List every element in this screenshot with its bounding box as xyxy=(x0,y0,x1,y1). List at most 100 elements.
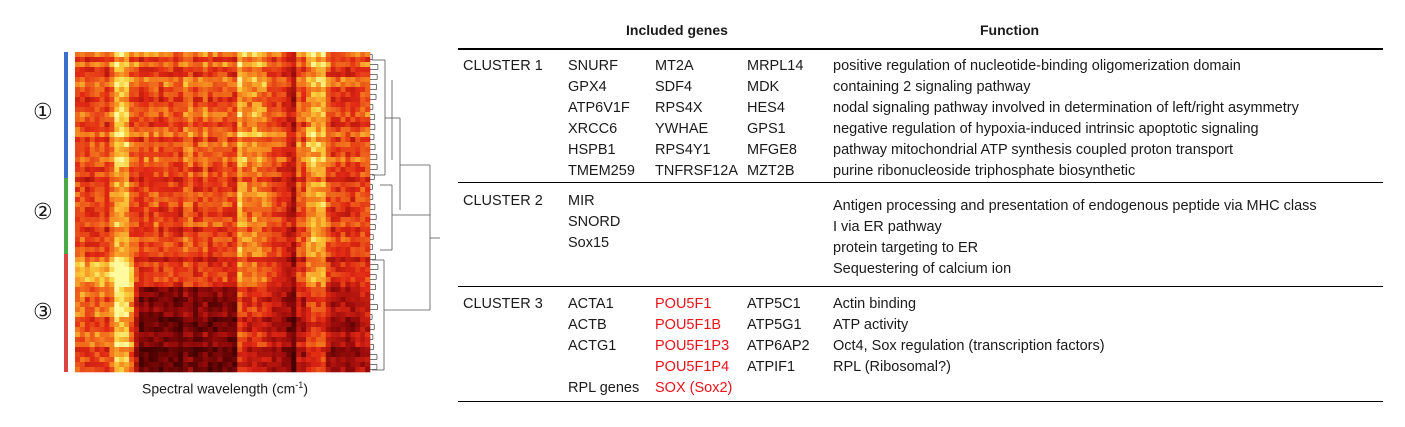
heatmap-cell xyxy=(306,67,312,73)
heatmap-cell xyxy=(261,132,268,138)
heatmap-cell xyxy=(183,222,189,228)
heatmap-cell xyxy=(242,262,248,268)
heatmap-cell xyxy=(193,92,199,98)
heatmap-cell xyxy=(89,82,95,88)
heatmap-cell xyxy=(360,247,366,253)
heatmap-cell xyxy=(163,132,169,138)
heatmap-cell xyxy=(252,252,258,258)
heatmap-cell xyxy=(271,67,277,73)
heatmap-cell xyxy=(109,187,115,193)
heatmap-cell xyxy=(158,62,164,68)
heatmap-cell xyxy=(256,207,263,213)
heatmap-cell xyxy=(89,62,95,68)
heatmap-cell xyxy=(247,342,253,348)
heatmap-cell xyxy=(109,122,115,128)
heatmap-cell xyxy=(232,287,238,293)
heatmap-cell xyxy=(266,287,272,293)
heatmap-cell xyxy=(330,337,336,343)
heatmap-cell xyxy=(335,187,341,193)
heatmap-cell xyxy=(232,367,238,373)
heatmap-cell xyxy=(153,282,159,288)
heatmap-cell xyxy=(306,212,312,218)
heatmap-cell xyxy=(212,157,218,163)
heatmap-cell xyxy=(148,327,154,333)
heatmap-cell xyxy=(360,252,366,258)
heatmap-cell xyxy=(320,167,327,173)
heatmap-cell xyxy=(158,307,164,313)
heatmap-cell xyxy=(129,52,135,58)
heatmap-cell xyxy=(178,137,184,143)
heatmap-cell xyxy=(148,287,154,293)
heatmap-cell xyxy=(217,257,223,263)
heatmap-cell xyxy=(75,187,81,193)
function-text: purine ribonucleoside triphosphate biosy… xyxy=(833,163,1136,179)
heatmap-cell xyxy=(271,347,277,353)
heatmap-cell xyxy=(84,72,91,78)
heatmap-cell xyxy=(129,217,135,223)
heatmap-cell xyxy=(266,82,272,88)
heatmap-cell xyxy=(232,167,238,173)
heatmap-cell xyxy=(301,197,307,203)
heatmap-cell xyxy=(296,272,302,278)
heatmap-cell xyxy=(183,297,189,303)
heatmap-cell xyxy=(109,77,115,83)
heatmap-cell xyxy=(183,127,189,133)
heatmap-cell xyxy=(261,82,268,88)
heatmap-cell xyxy=(197,182,204,188)
heatmap-cell xyxy=(163,362,169,368)
heatmap-cell xyxy=(143,327,150,333)
header-function: Function xyxy=(980,22,1040,38)
heatmap-cell xyxy=(124,87,130,93)
heatmap-cell xyxy=(212,267,218,273)
heatmap-cell xyxy=(222,327,228,333)
heatmap-cell xyxy=(355,247,361,253)
heatmap-cell xyxy=(271,367,277,373)
heatmap-cell xyxy=(79,147,86,153)
heatmap-cell xyxy=(153,262,159,268)
heatmap-cell xyxy=(340,67,346,73)
heatmap-cell xyxy=(148,252,154,258)
heatmap-cell xyxy=(247,252,253,258)
heatmap-cell xyxy=(360,202,366,208)
heatmap-cell xyxy=(158,147,164,153)
heatmap-cell xyxy=(173,112,179,118)
heatmap-cell xyxy=(325,142,331,148)
heatmap-cell xyxy=(207,327,213,333)
heatmap-cell xyxy=(247,227,253,233)
heatmap-cell xyxy=(256,107,263,113)
heatmap-cell xyxy=(79,142,86,148)
heatmap-cell xyxy=(227,317,233,323)
heatmap-cell xyxy=(222,157,228,163)
heatmap-cell xyxy=(217,102,223,108)
heatmap-cell xyxy=(173,192,179,198)
heatmap-cell xyxy=(79,152,86,158)
heatmap-cell xyxy=(340,307,346,313)
heatmap-cell xyxy=(193,202,199,208)
heatmap-cell xyxy=(247,97,253,103)
heatmap-cell xyxy=(242,237,248,243)
heatmap-cell xyxy=(183,342,189,348)
heatmap-cell xyxy=(315,92,322,98)
heatmap-cell xyxy=(222,337,228,343)
heatmap-cell xyxy=(301,332,307,338)
heatmap-cell xyxy=(340,237,346,243)
heatmap-cell xyxy=(197,87,204,93)
heatmap-cell xyxy=(227,142,233,148)
heatmap-cell xyxy=(109,132,115,138)
heatmap-cell xyxy=(197,227,204,233)
heatmap-cell xyxy=(242,77,248,83)
heatmap-cell xyxy=(188,157,194,163)
heatmap-cell xyxy=(350,312,356,318)
heatmap-cell xyxy=(237,232,243,238)
heatmap-cell xyxy=(158,287,164,293)
heatmap-cell xyxy=(84,142,91,148)
heatmap-cell xyxy=(355,362,361,368)
heatmap-cell xyxy=(143,272,150,278)
heatmap-cell xyxy=(134,367,140,373)
heatmap-cell xyxy=(99,187,105,193)
heatmap-cell xyxy=(124,157,130,163)
heatmap-cell xyxy=(143,152,150,158)
heatmap-cell xyxy=(325,262,331,268)
heatmap-cell xyxy=(340,112,346,118)
heatmap-cell xyxy=(104,222,110,228)
